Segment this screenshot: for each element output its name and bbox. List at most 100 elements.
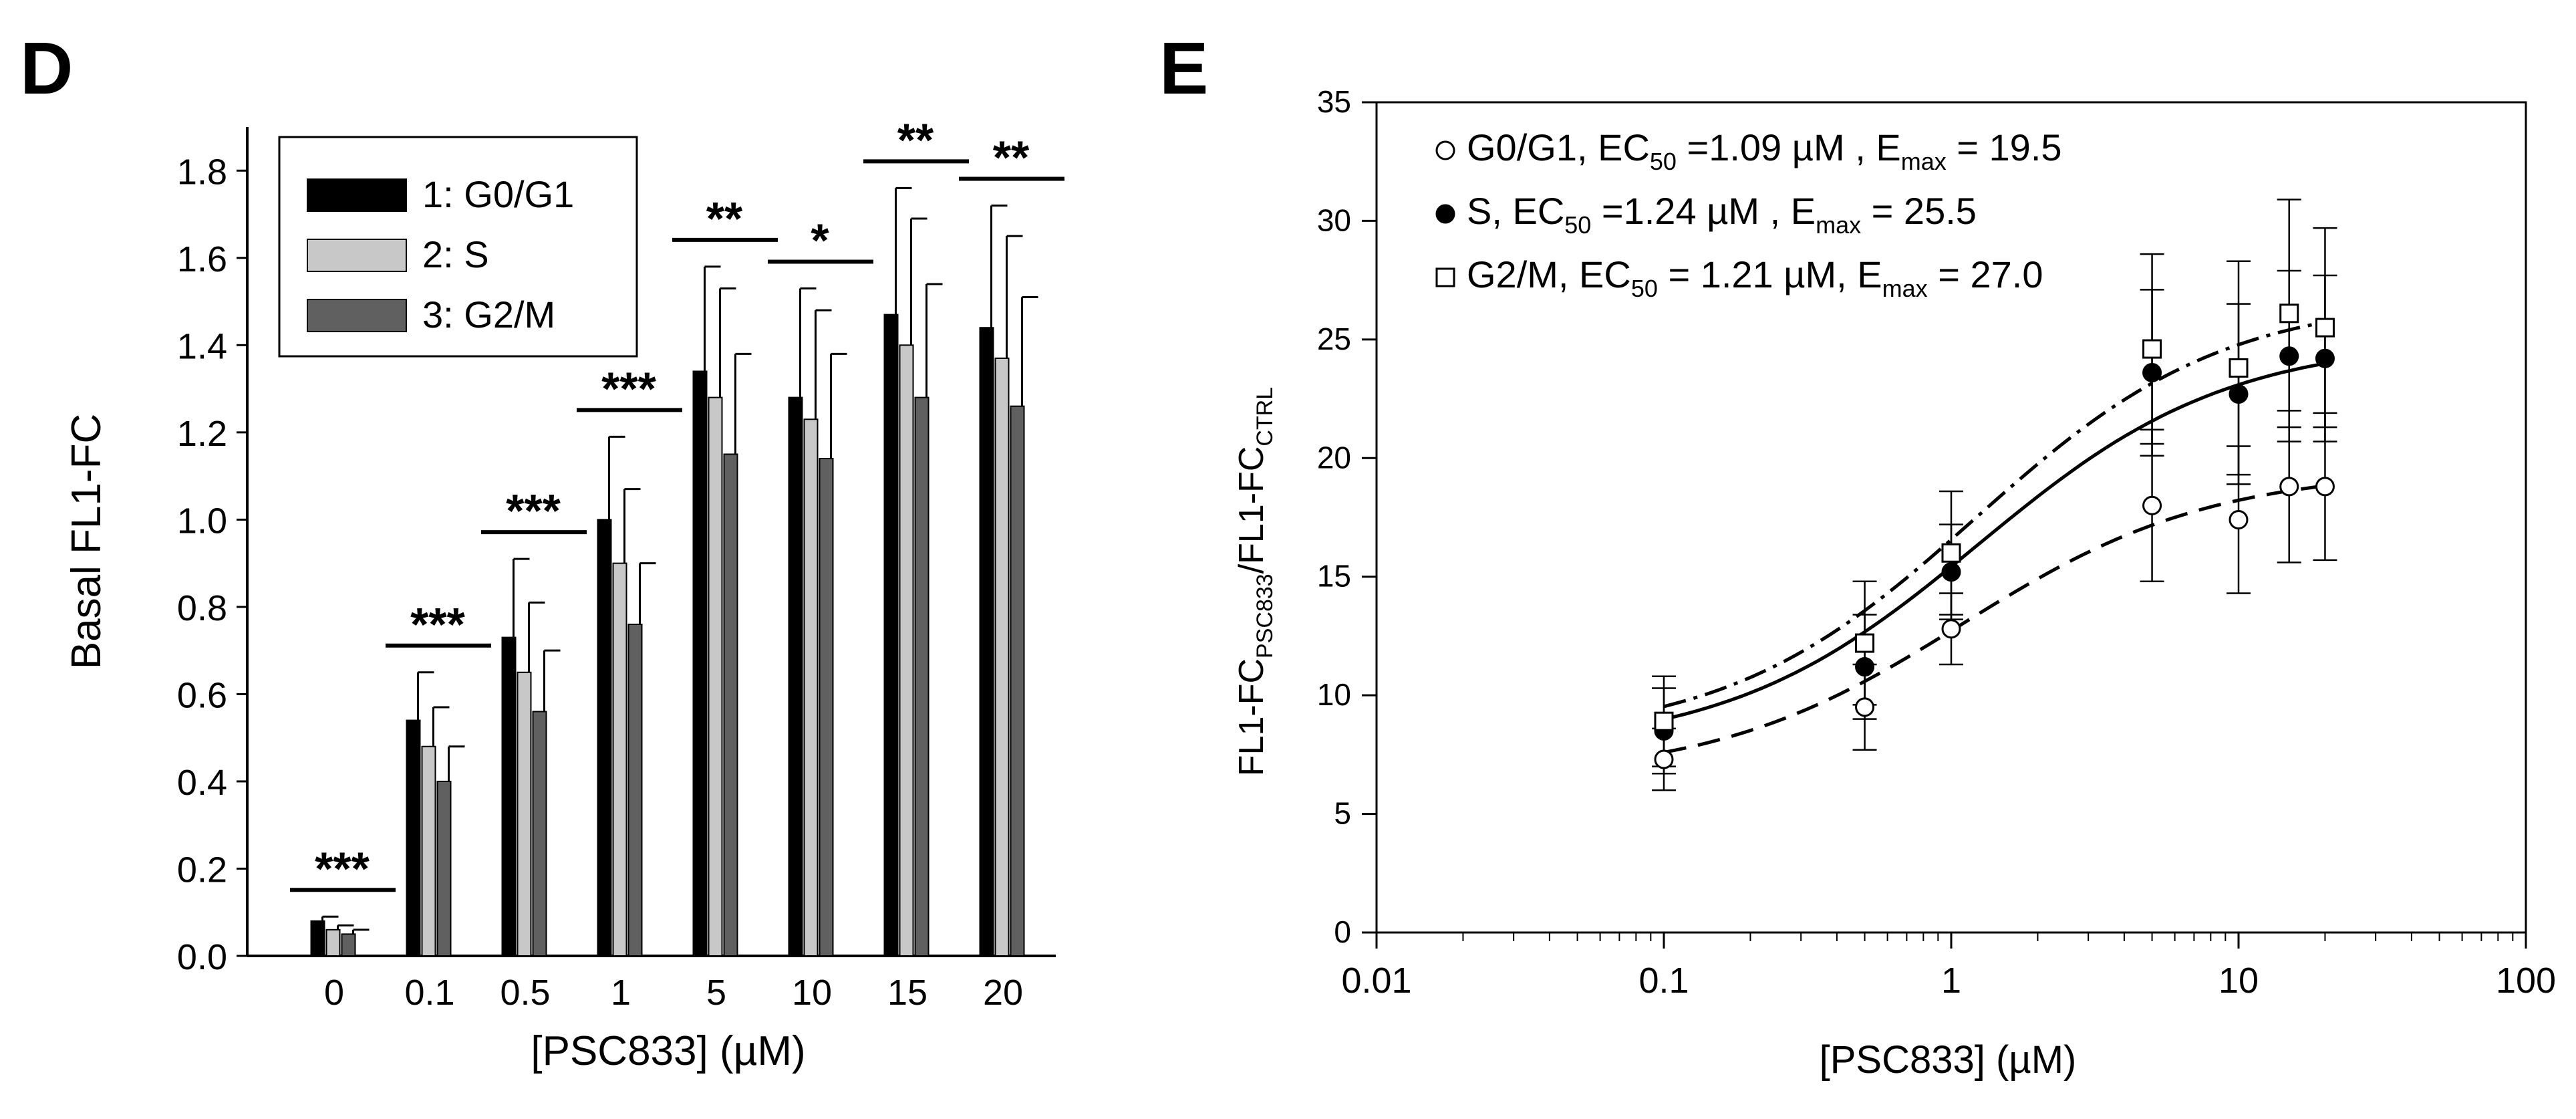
d-significance-stars: **: [706, 193, 743, 245]
e-point-g2m: [1855, 633, 1875, 653]
e-y-axis-label: FL1-FCPSC833/FL1-FCCTRL: [1232, 387, 1278, 776]
e-legend-separator: ,: [1577, 126, 1598, 168]
d-legend-label: 1: G0/G1: [422, 173, 574, 215]
e-legend-ec-label: EC: [1512, 190, 1564, 232]
e-y-label-sub2: CTRL: [1252, 387, 1278, 447]
d-legend-label: 3: G2/M: [422, 293, 555, 336]
e-legend-ec-label: EC: [1579, 253, 1631, 295]
e-point-g0g1: [1941, 619, 1961, 639]
e-point-g2m: [2229, 358, 2249, 378]
e-point-s: [2279, 346, 2299, 366]
d-bar: [979, 327, 994, 957]
d-bar: [899, 344, 914, 957]
d-significance-stars: ***: [601, 362, 656, 414]
d-xtick-label: 5: [706, 973, 726, 1013]
d-bar: [627, 624, 643, 957]
d-xtick-label: 1: [611, 973, 631, 1013]
e-point-s: [1855, 657, 1875, 677]
e-legend-separator: ,: [1491, 190, 1512, 232]
e-legend-emax-value: = 27.0: [1928, 253, 2043, 295]
e-ytick-label: 30: [1317, 203, 1351, 237]
d-ytick-label: 0.8: [177, 588, 227, 628]
e-point-g0g1: [2315, 477, 2335, 497]
e-xtick-label: 1: [1941, 961, 1961, 1001]
e-legend-emax-value: = 25.5: [1861, 190, 1977, 232]
e-xtick-label: 0.1: [1638, 961, 1689, 1001]
e-ytick-label: 20: [1317, 440, 1351, 475]
d-x-axis-label: [PSC833] (µM): [531, 1028, 805, 1074]
e-legend-emax-sub: max: [1882, 275, 1928, 302]
e-ytick-label: 0: [1334, 914, 1351, 949]
d-ytick-label: 1.2: [177, 414, 227, 454]
d-ytick-label: 1.4: [177, 326, 227, 366]
d-ytick-label: 0.6: [177, 675, 227, 715]
d-bar: [325, 928, 341, 957]
e-fit-curve-s: [1663, 362, 2325, 721]
d-significance-stars: **: [993, 131, 1030, 183]
d-significance-stars: *: [811, 214, 829, 266]
e-legend-ec-value: =1.24 µM , E: [1591, 190, 1816, 232]
d-legend-label: 2: S: [422, 233, 489, 275]
e-point-g2m: [2279, 303, 2299, 324]
e-legend-marker: [1435, 267, 1455, 287]
e-xtick-label: 0.01: [1341, 961, 1411, 1001]
d-bar: [421, 745, 436, 957]
e-legend-marker: [1435, 204, 1455, 224]
e-legend-ec-sub: 50: [1564, 211, 1591, 239]
e-point-g0g1: [1855, 697, 1875, 717]
e-legend-emax-sub: max: [1816, 211, 1861, 239]
e-legend-ec-sub: 50: [1631, 275, 1658, 302]
d-bar: [597, 519, 612, 957]
e-ytick-label: 35: [1317, 84, 1351, 119]
d-ytick-label: 1.8: [177, 152, 227, 192]
e-ytick-label: 15: [1317, 559, 1351, 594]
bar-chart-panel-d: 0.00.20.40.60.81.01.21.41.61.8 0 0.1 0.5 1 5…: [63, 114, 1064, 1074]
d-bar: [406, 719, 421, 957]
e-xtick-label: 10: [2219, 961, 2259, 1001]
e-point-g2m: [2142, 339, 2162, 359]
e-point-g0g1: [2142, 495, 2162, 515]
d-bar: [532, 711, 547, 957]
e-legend-name: G2/M: [1467, 253, 1558, 295]
e-legend-name: S: [1467, 190, 1491, 232]
d-bar: [341, 933, 356, 957]
e-legend-separator: ,: [1558, 253, 1579, 295]
panel-label-d: D: [20, 27, 73, 110]
d-bar: [436, 780, 452, 957]
d-xtick-label: 10: [792, 973, 832, 1013]
d-bar: [1010, 405, 1025, 957]
d-xtick-label: 0.1: [404, 973, 454, 1013]
e-point-g0g1: [1654, 749, 1674, 769]
e-legend-name: G0/G1: [1467, 126, 1577, 168]
d-bar: [723, 453, 738, 957]
d-bar: [692, 370, 708, 957]
d-bar: [310, 920, 325, 957]
e-ytick-label: 10: [1317, 677, 1351, 712]
d-xtick-label: 20: [983, 973, 1023, 1013]
e-point-g0g1: [2229, 510, 2249, 530]
e-legend-marker: [1435, 140, 1455, 160]
e-point-s: [2315, 348, 2335, 368]
e-legend-ec-value: = 1.21 µM, E: [1658, 253, 1882, 295]
d-xtick-label: 0: [324, 973, 344, 1013]
d-bar: [994, 357, 1010, 957]
d-legend-swatch: [307, 178, 407, 212]
e-point-g2m: [1654, 711, 1674, 731]
d-xtick-label: 0.5: [500, 973, 550, 1013]
e-point-s: [2142, 363, 2162, 383]
e-x-axis-label: [PSC833] (µM): [1820, 1038, 2077, 1082]
e-point-g2m: [1941, 543, 1961, 563]
e-legend-emax-sub: max: [1901, 148, 1947, 175]
e-legend-ec-value: =1.09 µM , E: [1677, 126, 1901, 168]
d-y-axis-label: Basal FL1-FC: [63, 414, 110, 669]
d-bar: [788, 396, 803, 957]
e-y-label-sub1: PSC833: [1252, 574, 1278, 658]
e-fit-curve-g2m: [1663, 320, 2325, 709]
d-bar: [708, 396, 723, 957]
d-bar: [883, 314, 899, 957]
d-bar: [501, 636, 517, 957]
e-legend-ec-label: EC: [1598, 126, 1650, 168]
d-significance-stars: ***: [315, 842, 370, 894]
d-bar: [612, 562, 627, 957]
